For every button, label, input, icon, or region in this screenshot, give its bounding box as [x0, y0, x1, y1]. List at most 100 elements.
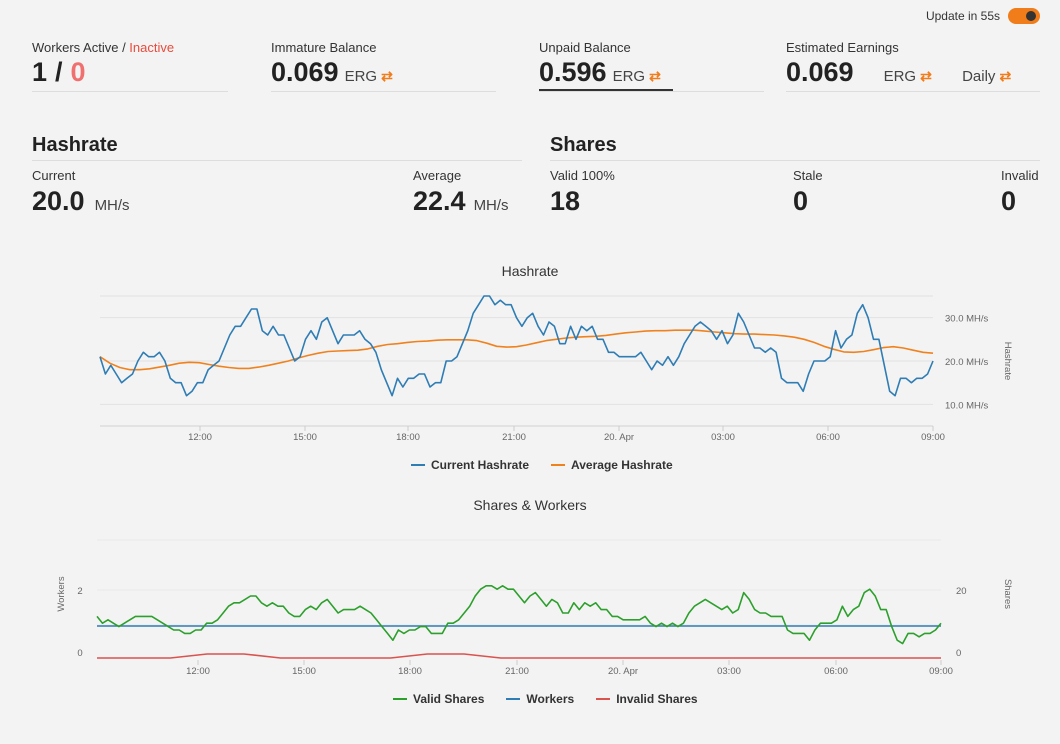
swap-period-icon[interactable]: ⇄	[999, 68, 1012, 84]
x-tick-label: 18:00	[398, 666, 422, 677]
x-tick-label: 06:00	[816, 432, 840, 443]
stale-shares-label: Stale	[793, 168, 823, 183]
immature-balance-stat: Immature Balance 0.069 ERG ⇄	[271, 40, 395, 88]
estimated-earnings-unit: ERG	[883, 68, 917, 85]
y-right-axis-label: Shares	[1002, 579, 1013, 609]
y-left-tick-label: 0	[77, 648, 82, 659]
x-tick-label: 20. Apr	[608, 666, 638, 677]
current-hashrate-label: Current	[32, 168, 76, 183]
stale-shares-value: 0	[793, 186, 809, 216]
unpaid-balance-value: 0.596 ERG ⇄	[539, 57, 663, 88]
hashrate-chart-legend: Current Hashrate Average Hashrate	[411, 458, 673, 472]
shares-workers-chart: 12:00 15:00 18:00 21:00 20. Apr 03:00 06:00 09:…	[56, 539, 1013, 677]
shares-section-title: Shares	[550, 134, 617, 156]
estimated-earnings-label: Estimated Earnings	[786, 40, 899, 55]
workers-value: 1 / 0	[32, 57, 174, 88]
legend-valid-shares[interactable]: Valid Shares	[393, 692, 484, 706]
legend-swatch	[596, 698, 611, 700]
toggle-knob	[1026, 11, 1036, 21]
update-countdown-label: Update in 55s	[925, 9, 1000, 23]
legend-swatch	[506, 698, 521, 700]
y-right-tick-label: 20	[956, 586, 967, 597]
legend-label: Average Hashrate	[571, 458, 673, 472]
immature-balance-label: Immature Balance	[271, 40, 377, 55]
workers-label: Workers Active / Inactive	[32, 40, 174, 55]
y-axis-label: Hashrate	[1002, 342, 1013, 381]
workers-label-separator: /	[118, 40, 130, 55]
legend-label: Current Hashrate	[431, 458, 530, 472]
current-hashrate-unit: MH/s	[94, 197, 130, 214]
x-tick-label: 09:00	[921, 432, 945, 443]
swap-currency-icon[interactable]: ⇄	[920, 68, 932, 84]
legend-current-hashrate[interactable]: Current Hashrate	[411, 458, 529, 472]
legend-average-hashrate[interactable]: Average Hashrate	[551, 458, 673, 472]
valid-shares-value: 18	[550, 186, 581, 216]
workers-inactive-label: Inactive	[129, 40, 175, 55]
hashrate-section-title: Hashrate	[32, 134, 118, 156]
x-tick-label: 12:00	[186, 666, 210, 677]
x-tick-label: 09:00	[929, 666, 953, 677]
x-tick-label: 03:00	[711, 432, 735, 443]
x-tick-label: 15:00	[292, 666, 316, 677]
average-hashrate-amount: 22.4	[413, 186, 466, 216]
divider	[32, 91, 228, 92]
x-tick-label: 21:00	[502, 432, 526, 443]
swap-currency-icon[interactable]: ⇄	[649, 68, 661, 84]
auto-update-control: Update in 55s	[926, 8, 1040, 24]
auto-update-toggle[interactable]	[1008, 8, 1040, 24]
current-hashrate-amount: 20.0	[32, 186, 85, 216]
x-tick-label: 21:00	[505, 666, 529, 677]
divider	[786, 91, 1040, 92]
hashrate-chart-title: Hashrate	[501, 263, 559, 279]
legend-swatch	[551, 464, 566, 466]
workers-inactive-count: 0	[70, 57, 86, 87]
shares-workers-chart-title: Shares & Workers	[473, 497, 587, 513]
legend-label: Workers	[526, 692, 575, 706]
hashrate-chart: 12:00 15:00 18:00 21:00 20. Apr 03:00 06:00 09:…	[99, 295, 1013, 443]
y-left-axis-label: Workers	[56, 576, 67, 611]
immature-balance-unit: ERG	[344, 68, 378, 85]
estimated-earnings-stat: Estimated Earnings 0.069 ERG ⇄ Daily ⇄	[786, 40, 1041, 88]
divider	[550, 160, 1040, 161]
divider	[271, 91, 496, 92]
x-tick-label: 12:00	[188, 432, 212, 443]
x-tick-label: 03:00	[717, 666, 741, 677]
estimated-earnings-value: 0.069 ERG ⇄ Daily ⇄	[786, 57, 1041, 88]
invalid-shares-value: 0	[1001, 186, 1017, 216]
y-tick-label: 10.0 MH/s	[945, 400, 989, 411]
x-tick-label: 18:00	[396, 432, 420, 443]
average-hashrate-line	[99, 329, 934, 371]
legend-label: Invalid Shares	[616, 692, 698, 706]
immature-balance-amount: 0.069	[271, 57, 339, 87]
unpaid-balance-underline	[539, 89, 673, 91]
divider	[539, 91, 764, 92]
legend-invalid-shares[interactable]: Invalid Shares	[596, 692, 698, 706]
swap-currency-icon[interactable]: ⇄	[381, 68, 393, 84]
x-tick-label: 20. Apr	[604, 432, 634, 443]
immature-balance-value: 0.069 ERG ⇄	[271, 57, 395, 88]
valid-shares-line	[96, 585, 942, 645]
legend-swatch	[393, 698, 407, 700]
estimated-earnings-period[interactable]: Daily	[962, 68, 996, 85]
y-tick-label: 20.0 MH/s	[945, 357, 989, 368]
workers-active-label: Workers Active	[32, 40, 119, 55]
legend-workers[interactable]: Workers	[506, 692, 574, 706]
x-tick-label: 15:00	[293, 432, 317, 443]
unpaid-balance-unit: ERG	[612, 68, 646, 85]
average-hashrate-value: 22.4 MH/s	[413, 186, 509, 217]
average-hashrate-label: Average	[413, 168, 462, 183]
workers-stat: Workers Active / Inactive 1 / 0	[32, 40, 174, 88]
x-tick-label: 06:00	[824, 666, 848, 677]
current-hashrate-line	[99, 295, 934, 397]
average-hashrate-unit: MH/s	[473, 197, 509, 214]
legend-label: Valid Shares	[413, 692, 485, 706]
unpaid-balance-stat: Unpaid Balance 0.596 ERG ⇄	[539, 40, 663, 88]
invalid-shares-label: Invalid	[1001, 168, 1039, 183]
unpaid-balance-amount: 0.596	[539, 57, 607, 87]
valid-shares-label: Valid 100%	[550, 168, 615, 183]
y-left-tick-label: 2	[77, 586, 82, 597]
workers-active-count: 1	[32, 57, 48, 87]
y-right-tick-label: 0	[956, 648, 961, 659]
legend-swatch	[411, 464, 425, 466]
shares-workers-chart-legend: Valid Shares Workers Invalid Shares	[393, 692, 698, 706]
